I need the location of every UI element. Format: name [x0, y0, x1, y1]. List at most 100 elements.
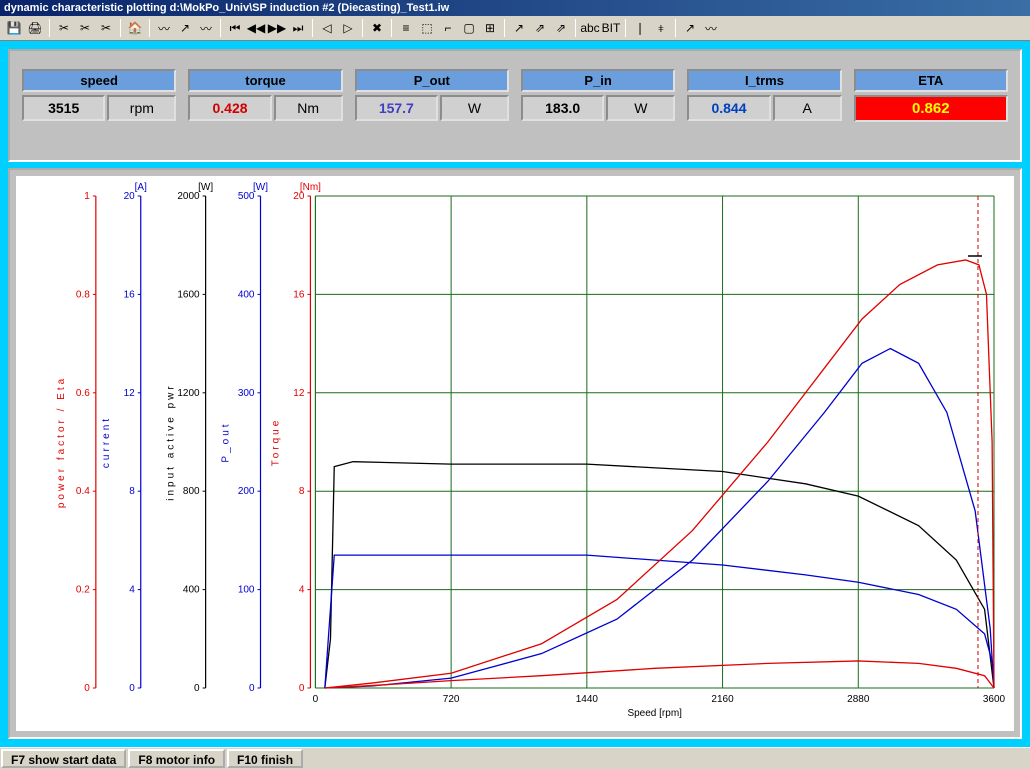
- svg-text:0.4: 0.4: [76, 486, 90, 497]
- toolbar-button-26[interactable]: ▢: [459, 18, 479, 38]
- svg-text:0: 0: [129, 683, 135, 694]
- toolbar-separator: [220, 19, 221, 37]
- main-area: speed3515rpmtorque0.428NmP_out157.7WP_in…: [0, 41, 1030, 747]
- svg-text:200: 200: [238, 486, 255, 497]
- toolbar-button-31[interactable]: ⇗: [551, 18, 571, 38]
- toolbar-button-10[interactable]: ↗: [175, 18, 195, 38]
- svg-text:Torque: Torque: [270, 418, 281, 467]
- svg-text:[W]: [W]: [198, 182, 213, 193]
- toolbar-button-19[interactable]: ▷: [338, 18, 358, 38]
- svg-text:8: 8: [129, 486, 135, 497]
- svg-text:1: 1: [84, 191, 90, 202]
- toolbar-separator: [120, 19, 121, 37]
- svg-text:0: 0: [84, 683, 90, 694]
- toolbar-button-4[interactable]: ✂: [75, 18, 95, 38]
- toolbar-button-16[interactable]: ⏭: [288, 18, 308, 38]
- f10-button[interactable]: F10 finish: [227, 749, 303, 768]
- svg-text:current: current: [101, 416, 112, 468]
- readout-unit: A: [773, 95, 842, 121]
- svg-text:400: 400: [183, 585, 200, 596]
- readout-header: speed: [22, 69, 176, 92]
- svg-text:1200: 1200: [177, 388, 200, 399]
- readout-value: 3515: [22, 95, 105, 121]
- toolbar-button-5[interactable]: ✂: [96, 18, 116, 38]
- svg-text:500: 500: [238, 191, 255, 202]
- toolbar-button-39[interactable]: ↗: [680, 18, 700, 38]
- readout-value-row: 0.844A: [687, 95, 841, 121]
- toolbar-button-34[interactable]: BIT: [601, 18, 621, 38]
- readout-header: I_trms: [687, 69, 841, 92]
- toolbar-button-0[interactable]: 💾: [4, 18, 24, 38]
- f8-button[interactable]: F8 motor info: [128, 749, 225, 768]
- toolbar-button-23[interactable]: ≡: [396, 18, 416, 38]
- readout-ETA: ETA0.862: [854, 69, 1008, 122]
- readout-P_in: P_in 183.0W: [521, 69, 675, 122]
- f7-button[interactable]: F7 show start data: [1, 749, 126, 768]
- readout-header: P_in: [521, 69, 675, 92]
- series-black-line: [325, 462, 994, 688]
- toolbar-button-15[interactable]: ▶▶: [267, 18, 287, 38]
- toolbar-button-29[interactable]: ↗: [509, 18, 529, 38]
- toolbar-button-13[interactable]: ⏮: [225, 18, 245, 38]
- toolbar-button-37[interactable]: ⧧: [651, 18, 671, 38]
- svg-text:0: 0: [299, 683, 305, 694]
- readout-value-row: 157.7W: [355, 95, 509, 121]
- toolbar-button-3[interactable]: ✂: [54, 18, 74, 38]
- toolbar-separator: [625, 19, 626, 37]
- toolbar-button-25[interactable]: ⌐: [438, 18, 458, 38]
- svg-text:2160: 2160: [711, 694, 734, 705]
- toolbar-separator: [504, 19, 505, 37]
- readout-unit: W: [440, 95, 509, 121]
- readout-value: 0.862: [854, 95, 1008, 122]
- toolbar-separator: [312, 19, 313, 37]
- svg-text:16: 16: [293, 289, 305, 300]
- toolbar-button-30[interactable]: ⇗: [530, 18, 550, 38]
- toolbar-button-7[interactable]: 🏠: [125, 18, 145, 38]
- toolbar-button-40[interactable]: 〰: [701, 18, 721, 38]
- toolbar-button-1[interactable]: 🖨: [25, 18, 45, 38]
- svg-text:3600: 3600: [983, 694, 1006, 705]
- toolbar-button-18[interactable]: ◁: [317, 18, 337, 38]
- series-red-torque: [325, 661, 994, 688]
- svg-text:100: 100: [238, 585, 255, 596]
- chart-panel: 07201440216028803600Speed [rpm]00.20.40.…: [8, 168, 1022, 739]
- toolbar-button-33[interactable]: abc: [580, 18, 600, 38]
- toolbar-button-27[interactable]: ⊞: [480, 18, 500, 38]
- readout-P_out: P_out157.7W: [355, 69, 509, 122]
- readout-value: 183.0: [521, 95, 604, 121]
- svg-text:2000: 2000: [177, 191, 200, 202]
- readout-panel: speed3515rpmtorque0.428NmP_out157.7WP_in…: [8, 49, 1022, 162]
- readout-unit: Nm: [274, 95, 343, 121]
- toolbar-separator: [575, 19, 576, 37]
- readout-unit: W: [606, 95, 675, 121]
- svg-text:[W]: [W]: [253, 182, 268, 193]
- readout-I_trms: I_trms 0.844A: [687, 69, 841, 122]
- chart-canvas: 07201440216028803600Speed [rpm]00.20.40.…: [16, 176, 1014, 731]
- toolbar-button-14[interactable]: ◀◀: [246, 18, 266, 38]
- toolbar-separator: [391, 19, 392, 37]
- toolbar: 💾🖨✂✂✂🏠〰↗〰⏮◀◀▶▶⏭◁▷✖≡⬚⌐▢⊞↗⇗⇗abcBIT❘⧧↗〰: [0, 16, 1030, 41]
- toolbar-button-24[interactable]: ⬚: [417, 18, 437, 38]
- svg-text:8: 8: [299, 486, 305, 497]
- svg-text:[A]: [A]: [135, 182, 147, 193]
- toolbar-separator: [149, 19, 150, 37]
- svg-text:0.6: 0.6: [76, 388, 90, 399]
- toolbar-separator: [49, 19, 50, 37]
- readout-header: torque: [188, 69, 342, 92]
- svg-text:0: 0: [313, 694, 319, 705]
- svg-text:0.2: 0.2: [76, 585, 90, 596]
- svg-text:16: 16: [124, 289, 136, 300]
- readout-value: 157.7: [355, 95, 438, 121]
- toolbar-button-36[interactable]: ❘: [630, 18, 650, 38]
- readout-torque: torque0.428Nm: [188, 69, 342, 122]
- toolbar-button-21[interactable]: ✖: [367, 18, 387, 38]
- svg-text:2880: 2880: [847, 694, 870, 705]
- toolbar-button-11[interactable]: 〰: [196, 18, 216, 38]
- toolbar-button-9[interactable]: 〰: [154, 18, 174, 38]
- window-title: dynamic characteristic plotting d:\MokPo…: [4, 2, 449, 14]
- readout-value-row: 183.0W: [521, 95, 675, 121]
- readout-value: 0.844: [687, 95, 770, 121]
- svg-text:12: 12: [293, 388, 305, 399]
- readout-value-row: 3515rpm: [22, 95, 176, 121]
- series-red-eta: [325, 260, 994, 688]
